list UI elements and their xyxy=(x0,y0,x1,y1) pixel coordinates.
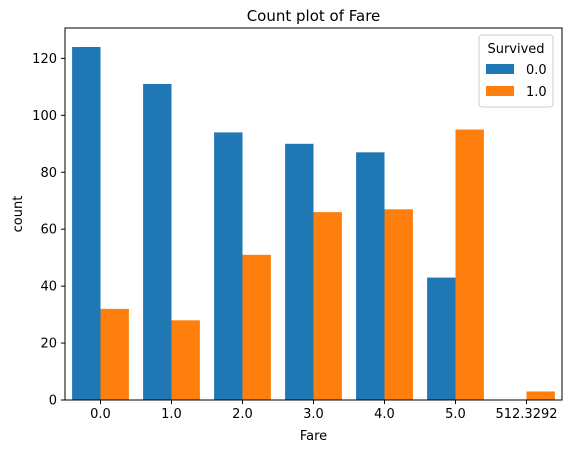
bar-2.0-survived-0.0 xyxy=(214,132,243,400)
chart-title: Count plot of Fare xyxy=(247,7,381,25)
legend: Survived 0.0 1.0 xyxy=(478,34,554,108)
y-tick-label: 40 xyxy=(40,280,57,295)
x-tick-label: 512.3292 xyxy=(495,407,557,422)
bar-512.3292-survived-1.0 xyxy=(526,391,555,400)
y-axis-label: count xyxy=(11,196,26,233)
x-tick-label: 4.0 xyxy=(374,407,395,422)
x-tick-label: 5.0 xyxy=(445,407,466,422)
bar-3.0-survived-1.0 xyxy=(313,212,342,400)
bar-5.0-survived-0.0 xyxy=(427,277,456,400)
x-axis: 0.0 1.0 2.0 3.0 4.0 5.0 512.3292 xyxy=(90,400,558,422)
y-tick-label: 80 xyxy=(40,166,57,181)
y-tick-label: 100 xyxy=(32,109,57,124)
bar-4.0-survived-0.0 xyxy=(356,152,385,400)
bar-3.0-survived-0.0 xyxy=(285,143,314,400)
bar-5.0-survived-1.0 xyxy=(455,129,484,400)
x-tick-label: 2.0 xyxy=(232,407,253,422)
bar-1.0-survived-0.0 xyxy=(143,84,172,401)
x-tick-label: 3.0 xyxy=(303,407,324,422)
bars-layer xyxy=(72,47,555,401)
legend-swatch-0 xyxy=(486,64,514,74)
legend-swatch-1 xyxy=(486,86,514,96)
y-tick-label: 20 xyxy=(40,337,57,352)
legend-title: Survived xyxy=(487,42,544,57)
y-axis: 0 20 40 60 80 100 120 xyxy=(32,52,65,409)
y-tick-label: 120 xyxy=(32,52,57,67)
bar-4.0-survived-1.0 xyxy=(384,209,413,400)
bar-0.0-survived-0.0 xyxy=(72,47,101,400)
x-tick-label: 1.0 xyxy=(161,407,182,422)
bar-1.0-survived-1.0 xyxy=(171,320,200,400)
bar-2.0-survived-1.0 xyxy=(242,254,271,400)
x-axis-label: Fare xyxy=(300,429,327,444)
y-tick-label: 0 xyxy=(49,394,57,409)
bar-0.0-survived-1.0 xyxy=(100,308,129,400)
legend-label-0: 0.0 xyxy=(526,63,547,78)
legend-label-1: 1.0 xyxy=(526,85,547,100)
x-tick-label: 0.0 xyxy=(90,407,111,422)
y-tick-label: 60 xyxy=(40,223,57,238)
